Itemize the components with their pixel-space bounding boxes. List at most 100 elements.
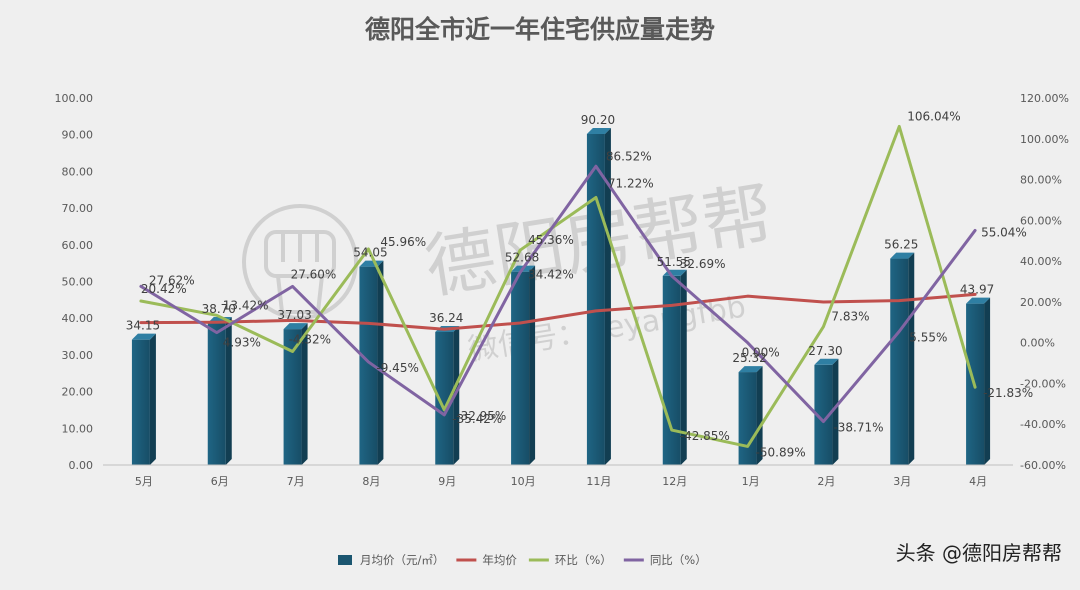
bar-side	[756, 366, 763, 465]
right-tick-label: 120.00%	[1020, 92, 1069, 105]
x-tick-label: 3月	[893, 475, 911, 488]
series-line	[139, 292, 977, 331]
line-data-label: -38.71%	[833, 421, 883, 435]
right-tick-label: 80.00%	[1020, 174, 1062, 187]
right-tick-label: 40.00%	[1020, 255, 1062, 268]
line-data-label: -35.42%	[452, 412, 502, 426]
bar-data-label: 43.97	[960, 283, 994, 297]
bar	[511, 265, 536, 465]
bar	[814, 358, 839, 465]
bar-side	[301, 323, 308, 465]
footer-attribution: 头条 @德阳房帮帮	[896, 541, 1062, 565]
bar	[586, 127, 611, 465]
left-tick-label: 100.00	[55, 92, 94, 105]
legend-swatch	[338, 555, 352, 565]
line-data-label: 45.96%	[380, 235, 426, 249]
x-tick-label: 7月	[287, 475, 305, 488]
left-tick-label: 50.00	[62, 276, 94, 289]
bar-front	[359, 266, 378, 465]
bar-side	[149, 333, 156, 465]
bar-side	[984, 297, 991, 465]
line-data-label: 32.69%	[680, 257, 726, 271]
bar-series	[131, 127, 991, 465]
bar-data-label: 56.25	[884, 238, 918, 252]
right-tick-label: -40.00%	[1020, 418, 1066, 431]
legend-entry: 月均价（元/㎡）	[360, 553, 444, 567]
bar-top	[890, 252, 915, 259]
left-tick-label: 30.00	[62, 349, 94, 362]
line-data-labels: 20.42% 13.42% -4.32% 45.96% -32.95% 45.36% 71.…	[141, 109, 1033, 459]
bar	[283, 323, 308, 465]
bar-side	[377, 260, 384, 465]
bar-front	[511, 271, 530, 465]
bar-side	[908, 252, 915, 465]
bar-front	[283, 329, 302, 465]
left-tick-label: 40.00	[62, 312, 94, 325]
bar-front	[738, 372, 757, 465]
line-series	[139, 124, 977, 448]
x-tick-label: 12月	[662, 475, 687, 488]
bar-data-label: 37.03	[277, 308, 311, 322]
line-data-label: -32.95%	[456, 409, 506, 423]
line-data-label: 55.04%	[981, 225, 1027, 239]
line-data-label: 86.52%	[606, 149, 652, 163]
bar-side	[529, 265, 536, 465]
legend-entry: 同比（%）	[650, 553, 707, 567]
bar-top	[283, 323, 308, 330]
left-tick-label: 90.00	[62, 129, 94, 142]
left-tick-label: 80.00	[62, 165, 94, 178]
x-tick-label: 5月	[135, 475, 153, 488]
bar-top	[131, 333, 156, 340]
line-data-label: 5.55%	[909, 330, 947, 344]
line-data-label: 4.93%	[223, 336, 261, 350]
right-tick-label: 20.00%	[1020, 296, 1062, 309]
left-tick-label: 20.00	[62, 386, 94, 399]
line-data-label: -9.45%	[376, 361, 418, 375]
line-data-label: -50.89%	[756, 445, 806, 459]
x-tick-label: 4月	[969, 475, 987, 488]
line-data-label: 71.22%	[608, 176, 654, 190]
bar-front	[890, 258, 909, 465]
line-data-label: -42.85%	[680, 429, 730, 443]
bar	[966, 297, 991, 465]
bar	[890, 252, 915, 465]
bar-front	[131, 339, 150, 465]
chart-title: 德阳全市近一年住宅供应量走势	[365, 15, 715, 44]
left-axis: 0.00 10.00 20.00 30.00 40.00 50.00 60.00 70.00 8…	[55, 92, 94, 472]
left-tick-label: 0.00	[69, 459, 94, 472]
bar-data-label: 34.15	[126, 319, 160, 333]
line-data-label: 13.42%	[223, 298, 269, 312]
bar-side	[832, 358, 839, 465]
right-tick-label: -20.00%	[1020, 377, 1066, 390]
x-tick-label: 10月	[511, 475, 536, 488]
x-tick-label: 9月	[438, 475, 456, 488]
line-data-label: 27.62%	[149, 273, 195, 287]
left-tick-label: 60.00	[62, 239, 94, 252]
bar	[131, 333, 156, 465]
right-tick-label: 100.00%	[1020, 133, 1069, 146]
line-data-label: 34.42%	[528, 267, 574, 281]
right-tick-label: 60.00%	[1020, 214, 1062, 227]
x-tick-label: 8月	[362, 475, 380, 488]
line-data-label: 45.36%	[528, 233, 574, 247]
bar-top	[814, 358, 839, 365]
bar-side	[225, 316, 232, 465]
line-data-label: -4.32%	[289, 332, 331, 346]
x-tick-label: 2月	[817, 475, 835, 488]
right-axis: -60.00% -40.00% -20.00% 0.00% 20.00% 40.00% 60…	[1020, 92, 1069, 472]
x-axis: 5月 6月 7月 8月 9月 10月 11月 12月 1月 2月 3月 4月	[103, 464, 1013, 488]
bar-front	[586, 133, 605, 465]
bar	[359, 260, 384, 465]
legend-entry: 年均价	[482, 553, 517, 567]
line-data-label: 20.42%	[141, 282, 187, 296]
legend: 月均价（元/㎡） 年均价 环比（%） 同比（%）	[338, 553, 707, 567]
legend-entry: 环比（%）	[555, 553, 612, 567]
bar-data-label: 52.68	[505, 251, 539, 265]
bar-top	[966, 297, 991, 304]
bar-front	[814, 364, 833, 465]
bar-data-labels: 34.15 38.70 37.03 54.05 36.24 52.68 90.20 51.55…	[126, 113, 995, 365]
series-line	[139, 124, 977, 448]
series-line	[139, 164, 977, 424]
